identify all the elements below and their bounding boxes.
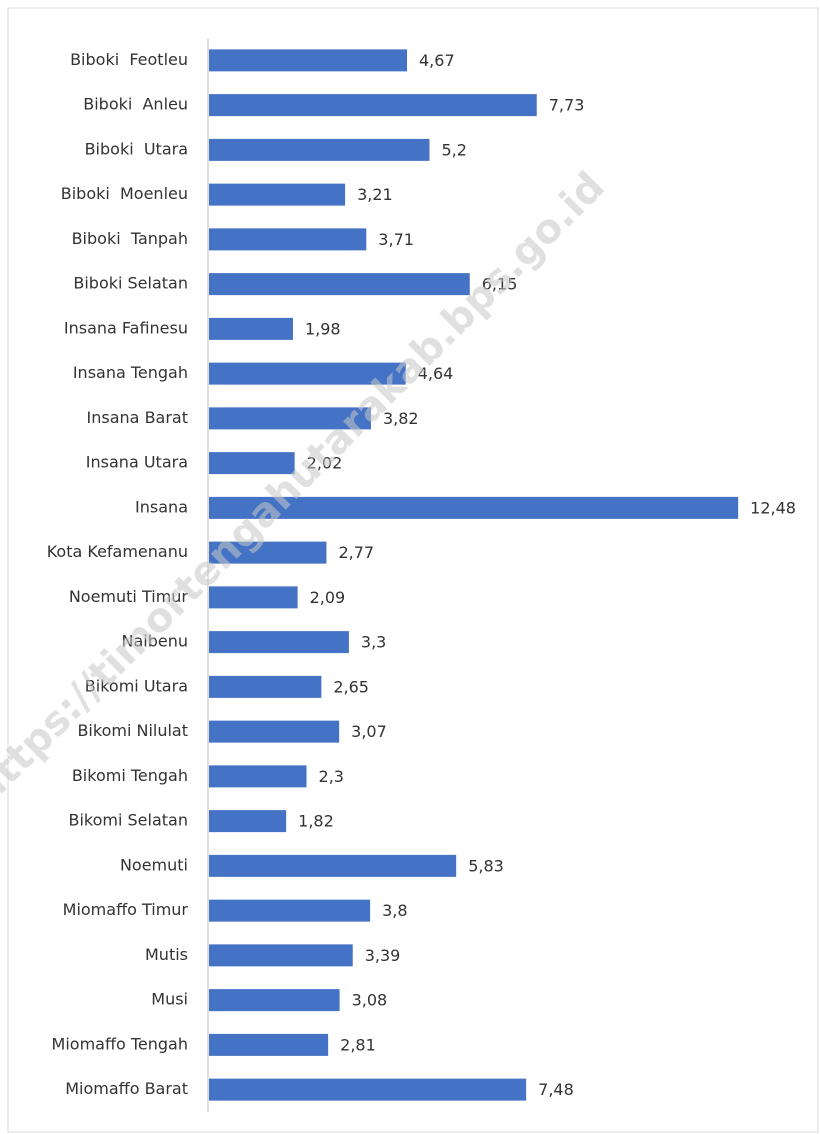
value-label: 2,3: [319, 767, 344, 786]
category-label: Insana Fafinesu: [64, 318, 188, 337]
bar: [209, 541, 327, 564]
category-label: Naibenu: [122, 632, 189, 651]
category-label: Bikomi Nilulat: [77, 721, 188, 740]
bar: [209, 138, 430, 161]
value-label: 5,83: [468, 856, 504, 875]
bar: [209, 94, 537, 117]
value-label: 2,65: [333, 677, 369, 696]
value-label: 1,82: [298, 812, 334, 831]
category-label: Biboki Feotleu: [70, 50, 188, 69]
category-label: Mutis: [145, 945, 188, 964]
category-label: Miomaffo Tengah: [52, 1034, 188, 1053]
bar: [209, 496, 739, 519]
bar: [209, 452, 295, 475]
value-label: 4,67: [419, 51, 455, 70]
value-label: 7,48: [538, 1080, 574, 1099]
value-label: 1,98: [305, 319, 341, 338]
bar: [209, 1033, 329, 1056]
bar: [209, 407, 371, 430]
value-label: 3,71: [378, 230, 414, 249]
bar: [209, 944, 353, 967]
bar: [209, 362, 406, 385]
value-label: 2,77: [338, 543, 374, 562]
bar: [209, 854, 457, 877]
category-label: Bikomi Tengah: [72, 766, 188, 785]
bar: [209, 1078, 527, 1101]
category-label: Insana: [135, 497, 188, 516]
category-label: Insana Tengah: [73, 363, 188, 382]
value-label: 3,3: [361, 633, 386, 652]
category-label: Bikomi Selatan: [69, 811, 189, 830]
bar: [209, 899, 371, 922]
value-label: 4,64: [418, 364, 454, 383]
value-label: 3,39: [365, 946, 401, 965]
bar: [209, 765, 307, 788]
category-label: Noemuti Timur: [69, 587, 189, 606]
category-label: Biboki Selatan: [73, 274, 188, 293]
category-label: Musi: [151, 990, 188, 1009]
value-label: 2,81: [340, 1035, 376, 1054]
category-label: Biboki Utara: [85, 139, 188, 158]
value-label: 3,82: [383, 409, 419, 428]
category-label: Insana Utara: [86, 453, 188, 472]
bar: [209, 49, 408, 72]
category-label: Insana Barat: [87, 408, 188, 427]
bar: [209, 989, 340, 1012]
bar: [209, 317, 293, 340]
category-label: Biboki Tanpah: [72, 229, 188, 248]
bar: [209, 183, 346, 206]
value-label: 2,02: [307, 454, 343, 473]
value-label: 3,21: [357, 185, 393, 204]
category-label: Noemuti: [120, 855, 188, 874]
value-label: 3,08: [352, 991, 388, 1010]
bar: [209, 631, 349, 654]
category-label: Miomaffo Barat: [65, 1079, 188, 1098]
category-label: Bikomi Utara: [85, 676, 188, 695]
category-label: Kota Kefamenanu: [47, 542, 188, 561]
bar: [209, 586, 298, 609]
bar: [209, 228, 367, 251]
value-label: 5,2: [441, 140, 466, 159]
value-label: 2,09: [310, 588, 346, 607]
category-label: Miomaffo Timur: [63, 900, 189, 919]
value-label: 12,48: [750, 498, 796, 517]
bar: [209, 675, 322, 698]
category-label: Biboki Moenleu: [61, 184, 188, 203]
category-label: Biboki Anleu: [83, 95, 188, 114]
value-label: 3,8: [382, 901, 407, 920]
value-label: 3,07: [351, 722, 387, 741]
chart-frame: [7, 7, 819, 1133]
value-label: 6,15: [482, 275, 518, 294]
bar: [209, 810, 287, 833]
value-label: 7,73: [549, 96, 585, 115]
bar: [209, 273, 470, 296]
bar: [209, 720, 340, 743]
